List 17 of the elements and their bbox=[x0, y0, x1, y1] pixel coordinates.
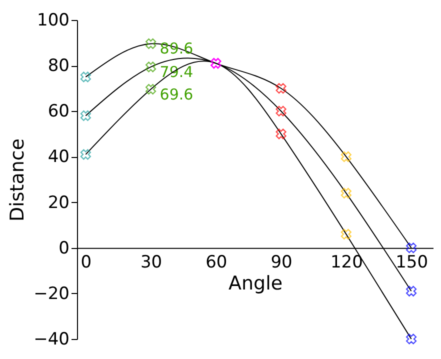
y-tick-label: −20 bbox=[34, 284, 70, 304]
y-tick-label: 20 bbox=[48, 192, 70, 213]
y-tick-label: 40 bbox=[48, 147, 70, 168]
x-tick-label: 60 bbox=[206, 252, 228, 272]
y-tick-label: 100 bbox=[37, 10, 70, 30]
x-tick-label: 30 bbox=[140, 252, 162, 272]
y-tick-label: 60 bbox=[48, 102, 70, 122]
y-tick-label: 80 bbox=[48, 56, 70, 76]
x-tick-label: 150 bbox=[396, 252, 428, 272]
x-axis-title: Angle bbox=[228, 272, 283, 294]
x-tick-label: 120 bbox=[330, 252, 363, 272]
y-axis-title: Distance bbox=[6, 138, 29, 222]
data-label: 69.6 bbox=[160, 85, 194, 104]
y-tick-label: −40 bbox=[34, 330, 70, 350]
x-tick-label: 0 bbox=[80, 252, 92, 272]
x-tick-label: 90 bbox=[270, 252, 292, 272]
y-tick-label: 0 bbox=[58, 238, 70, 258]
